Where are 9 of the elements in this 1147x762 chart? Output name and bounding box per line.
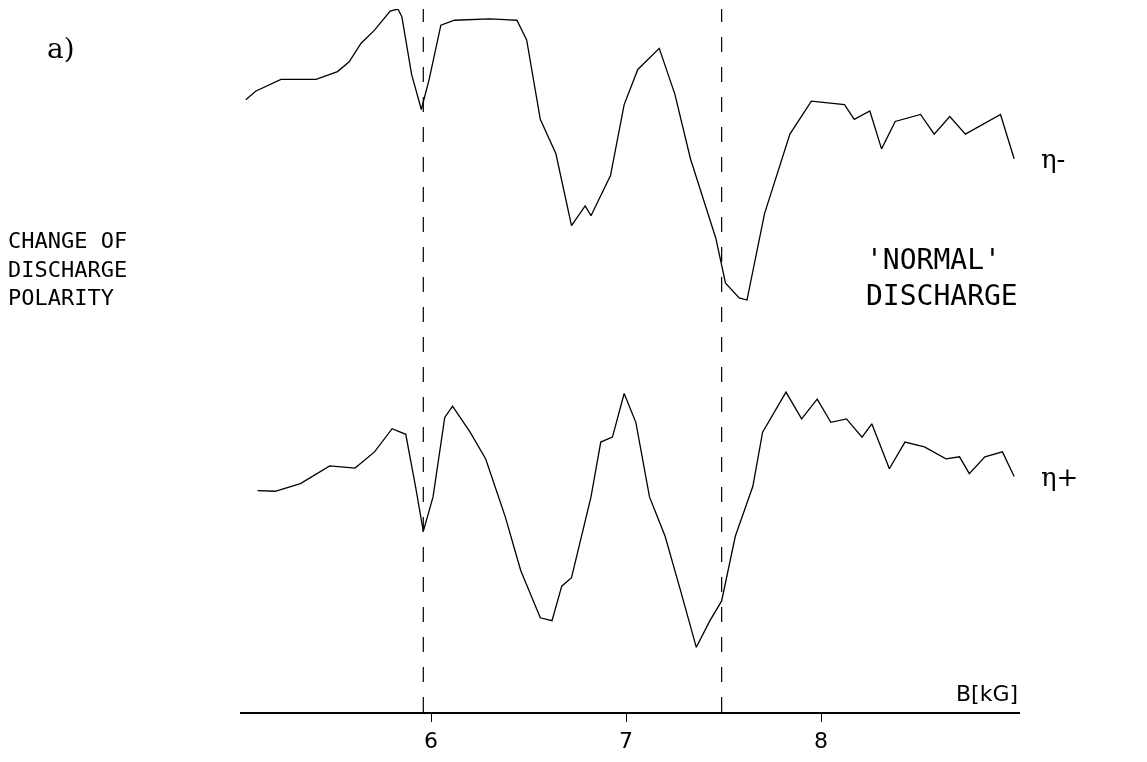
x-tick-label: 8 <box>814 728 829 754</box>
x-axis-title: B[kG] <box>956 681 1019 706</box>
series-label: η+ <box>1041 462 1079 492</box>
x-tick-label: 6 <box>424 728 439 754</box>
text: CHANGE OF DISCHARGE POLARITY <box>8 228 128 311</box>
text: a) <box>47 32 75 65</box>
series-label: η- <box>1041 144 1066 174</box>
x-tick-label: 7 <box>619 728 634 754</box>
annotation: 'NORMAL' DISCHARGE <box>866 243 1018 313</box>
